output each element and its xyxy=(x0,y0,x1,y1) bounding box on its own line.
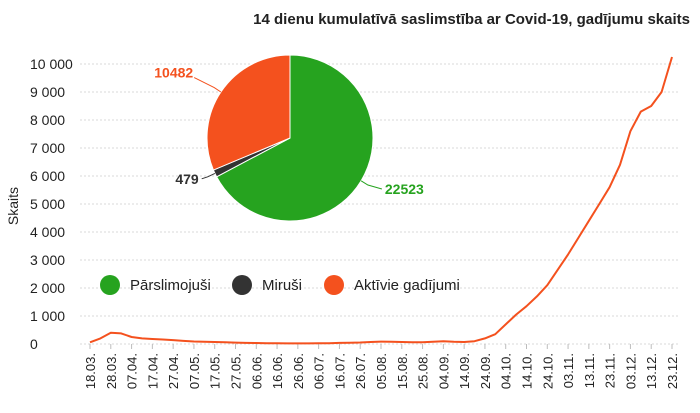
x-tick-label: 18.03. xyxy=(83,353,98,389)
pie-value-label: 10482 xyxy=(154,65,193,81)
x-tick-label: 06.06. xyxy=(249,353,264,389)
x-tick-label: 04.10. xyxy=(499,353,514,389)
x-tick-label: 13.12. xyxy=(644,353,659,389)
legend-item: Aktīvie gadījumi xyxy=(324,275,460,295)
series-line xyxy=(89,56,673,345)
y-tick-label: 0 xyxy=(30,336,38,352)
x-tick-label: 03.11. xyxy=(561,353,576,388)
x-tick-label: 14.10. xyxy=(520,353,535,389)
legend-label: Aktīvie gadījumi xyxy=(354,277,460,294)
y-tick-label: 5 000 xyxy=(30,196,65,212)
x-tick-label: 07.04. xyxy=(125,353,140,389)
y-tick-label: 8 000 xyxy=(30,112,65,128)
legend-item: Miruši xyxy=(232,275,302,295)
y-tick-label: 6 000 xyxy=(30,168,65,184)
pie-leader-line xyxy=(193,77,222,93)
pie-value-label: 22523 xyxy=(385,181,424,197)
pie-leader-line xyxy=(360,180,383,190)
x-tick-label: 07.05. xyxy=(187,353,202,389)
x-tick-label: 03.12. xyxy=(623,353,638,389)
x-tick-label: 04.09. xyxy=(436,353,451,389)
x-axis-ticks: 18.03. 28.03. 07.04. 17.04. 27.04. 07.05. 17.0… xyxy=(83,344,680,389)
legend: Pārslimojuši Miruši Aktīvie gadījumi xyxy=(100,275,460,295)
pie-leader-line xyxy=(201,172,216,180)
pie-chart xyxy=(206,54,374,222)
x-tick-label: 25.08. xyxy=(416,353,431,389)
x-tick-label: 16.07. xyxy=(332,353,347,389)
legend-swatch xyxy=(100,275,120,295)
legend-item: Pārslimojuši xyxy=(100,275,211,295)
x-tick-label: 06.07. xyxy=(312,353,327,389)
x-tick-label: 28.03. xyxy=(104,353,119,389)
x-tick-label: 13.11. xyxy=(582,353,597,388)
legend-label: Miruši xyxy=(262,277,302,294)
y-tick-label: 10 000 xyxy=(30,56,73,72)
y-tick-label: 2 000 xyxy=(30,280,65,296)
y-tick-label: 1 000 xyxy=(30,308,65,324)
x-tick-label: 14.09. xyxy=(457,353,472,389)
y-axis-label: Skaits xyxy=(5,187,21,225)
x-tick-label: 27.05. xyxy=(229,353,244,389)
x-tick-label: 16.06. xyxy=(270,353,285,389)
x-tick-label: 26.06. xyxy=(291,353,306,389)
x-tick-label: 24.10. xyxy=(540,353,555,389)
pie-slice xyxy=(206,54,291,171)
legend-swatch xyxy=(324,275,344,295)
x-tick-label: 23.12. xyxy=(665,353,680,389)
pie-value-labels: 22523 479 10482 xyxy=(154,65,424,197)
x-tick-label: 15.08. xyxy=(395,353,410,389)
legend-swatch xyxy=(232,275,252,295)
pie-slice xyxy=(215,54,374,222)
x-tick-label: 26.07. xyxy=(353,353,368,389)
line-series xyxy=(89,56,673,345)
x-tick-label: 05.08. xyxy=(374,353,389,389)
x-tick-label: 27.04. xyxy=(166,353,181,389)
chart-title: 14 dienu kumulatīvā saslimstība ar Covid… xyxy=(253,11,690,28)
legend-label: Pārslimojuši xyxy=(130,277,211,294)
y-tick-label: 9 000 xyxy=(30,84,65,100)
x-tick-label: 17.05. xyxy=(208,353,223,389)
grid-lines xyxy=(80,63,678,345)
y-tick-label: 3 000 xyxy=(30,252,65,268)
y-tick-label: 4 000 xyxy=(30,224,65,240)
x-tick-label: 24.09. xyxy=(478,353,493,389)
y-tick-label: 7 000 xyxy=(30,140,65,156)
pie-value-label: 479 xyxy=(175,171,199,187)
x-tick-label: 17.04. xyxy=(145,353,160,389)
y-axis-ticks: 0 1 000 2 000 3 000 4 000 5 000 6 000 7 000 8 00… xyxy=(30,56,73,352)
x-tick-label: 23.11. xyxy=(603,353,618,388)
